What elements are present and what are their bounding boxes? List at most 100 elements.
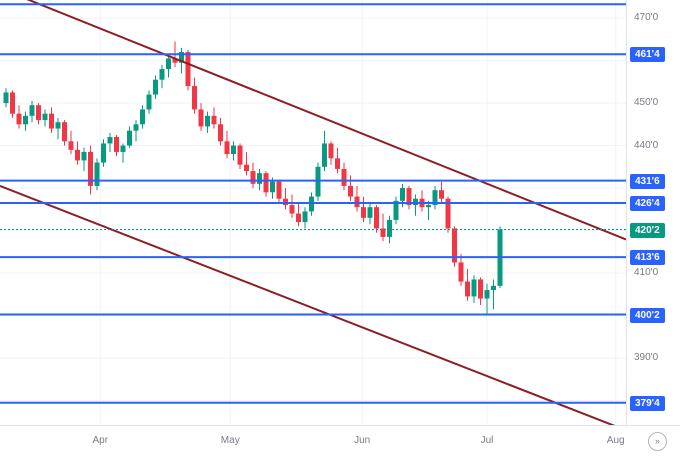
candle-up xyxy=(3,92,9,104)
candle-up xyxy=(205,115,210,127)
candle-down xyxy=(445,198,451,229)
candle-up xyxy=(432,190,438,206)
candle-up xyxy=(127,130,132,146)
candle-up xyxy=(153,79,158,95)
price-tick-label: 440'0 xyxy=(634,139,659,151)
candle-down xyxy=(10,92,15,114)
level-price-label: 379'4 xyxy=(630,395,665,411)
price-tick-label: 410'0 xyxy=(634,267,659,279)
candle-up xyxy=(120,145,126,152)
candle-up xyxy=(231,145,236,155)
price-axis[interactable]: 470'0 450'0 440'0 410'0 390'0 461'4 431'6 426'4… xyxy=(626,0,680,425)
current-price-label: 420'2 xyxy=(630,222,665,238)
candle-up xyxy=(101,143,106,163)
candle-down xyxy=(224,141,230,155)
candle-down xyxy=(465,281,470,297)
candle-up xyxy=(322,143,327,167)
candle-up xyxy=(270,181,275,193)
candle-down xyxy=(296,213,301,223)
candle-up xyxy=(146,94,152,110)
candle-up xyxy=(140,109,145,125)
candle-down xyxy=(198,109,204,127)
candle-up xyxy=(179,52,184,63)
candle-down xyxy=(406,188,412,206)
candle-down xyxy=(218,124,223,142)
candle-down xyxy=(341,168,347,186)
candle-up xyxy=(387,219,392,237)
level-price-label: 413'6 xyxy=(630,250,665,266)
candle-up xyxy=(484,290,490,299)
trendline-channel-upper[interactable] xyxy=(0,0,626,241)
candle-up xyxy=(471,279,477,297)
candle-down xyxy=(114,137,119,152)
candle-down xyxy=(237,145,243,165)
candle-up xyxy=(159,69,165,80)
level-price-label: 431'6 xyxy=(630,173,665,189)
candle-down xyxy=(211,115,217,125)
candle-up xyxy=(166,58,171,70)
candle-down xyxy=(335,158,340,169)
candle-up xyxy=(426,205,431,208)
candle-down xyxy=(458,262,464,282)
candle-down xyxy=(361,207,366,218)
candle-down xyxy=(328,143,334,159)
candle-up xyxy=(309,196,314,212)
candle-down xyxy=(452,228,457,263)
candle-down xyxy=(172,58,178,63)
candle-up xyxy=(491,285,496,291)
candle-down xyxy=(478,279,483,299)
candle-down xyxy=(62,122,67,142)
month-label-may: May xyxy=(220,435,240,446)
level-price-label: 400'2 xyxy=(630,307,665,323)
candle-down xyxy=(16,113,22,125)
candle-down xyxy=(289,205,295,214)
candle-up xyxy=(81,151,87,161)
month-label-apr: Apr xyxy=(92,435,109,446)
candle-down xyxy=(374,207,379,229)
candle-down xyxy=(263,173,269,193)
price-tick-label: 390'0 xyxy=(634,352,659,364)
candlestick-chart[interactable] xyxy=(0,0,626,425)
go-to-realtime-button[interactable]: » xyxy=(648,432,667,451)
candle-up xyxy=(393,200,399,220)
candle-up xyxy=(413,198,418,206)
candle-down xyxy=(244,164,249,172)
candle-down xyxy=(192,86,197,110)
candle-up xyxy=(367,207,373,218)
candle-up xyxy=(133,124,139,131)
candle-up xyxy=(42,113,48,121)
price-tick-label: 470'0 xyxy=(634,12,659,24)
candle-down xyxy=(250,171,256,184)
candle-down xyxy=(354,196,360,208)
candle-up xyxy=(94,162,100,186)
candle-down xyxy=(380,228,386,237)
candle-up xyxy=(107,137,113,144)
level-price-label: 461'4 xyxy=(630,47,665,63)
candle-up xyxy=(257,173,262,184)
time-axis[interactable]: » Apr May Jun Jul Aug xyxy=(0,425,680,457)
candle-up xyxy=(315,166,321,197)
candle-down xyxy=(276,181,282,199)
candle-down xyxy=(348,185,353,197)
candle-down xyxy=(439,190,444,199)
double-chevron-icon: » xyxy=(654,436,660,446)
month-label-jun: Jun xyxy=(354,435,371,446)
candle-down xyxy=(88,151,93,186)
chart-plot-area[interactable] xyxy=(0,0,626,425)
candle-down xyxy=(75,149,80,161)
candle-down xyxy=(283,198,288,206)
month-label-jul: Jul xyxy=(480,435,494,446)
month-label-aug: Aug xyxy=(606,435,625,446)
candle-down xyxy=(68,141,74,150)
candle-down xyxy=(36,105,41,121)
price-tick-label: 450'0 xyxy=(634,97,659,109)
candle-up xyxy=(23,115,28,125)
candle-down xyxy=(185,52,191,87)
candle-up xyxy=(29,105,35,116)
trendline-channel-lower[interactable] xyxy=(0,185,626,425)
candle-down xyxy=(49,113,54,129)
level-price-label: 426'4 xyxy=(630,195,665,211)
candle-up xyxy=(302,211,308,223)
candle-up xyxy=(400,188,405,201)
